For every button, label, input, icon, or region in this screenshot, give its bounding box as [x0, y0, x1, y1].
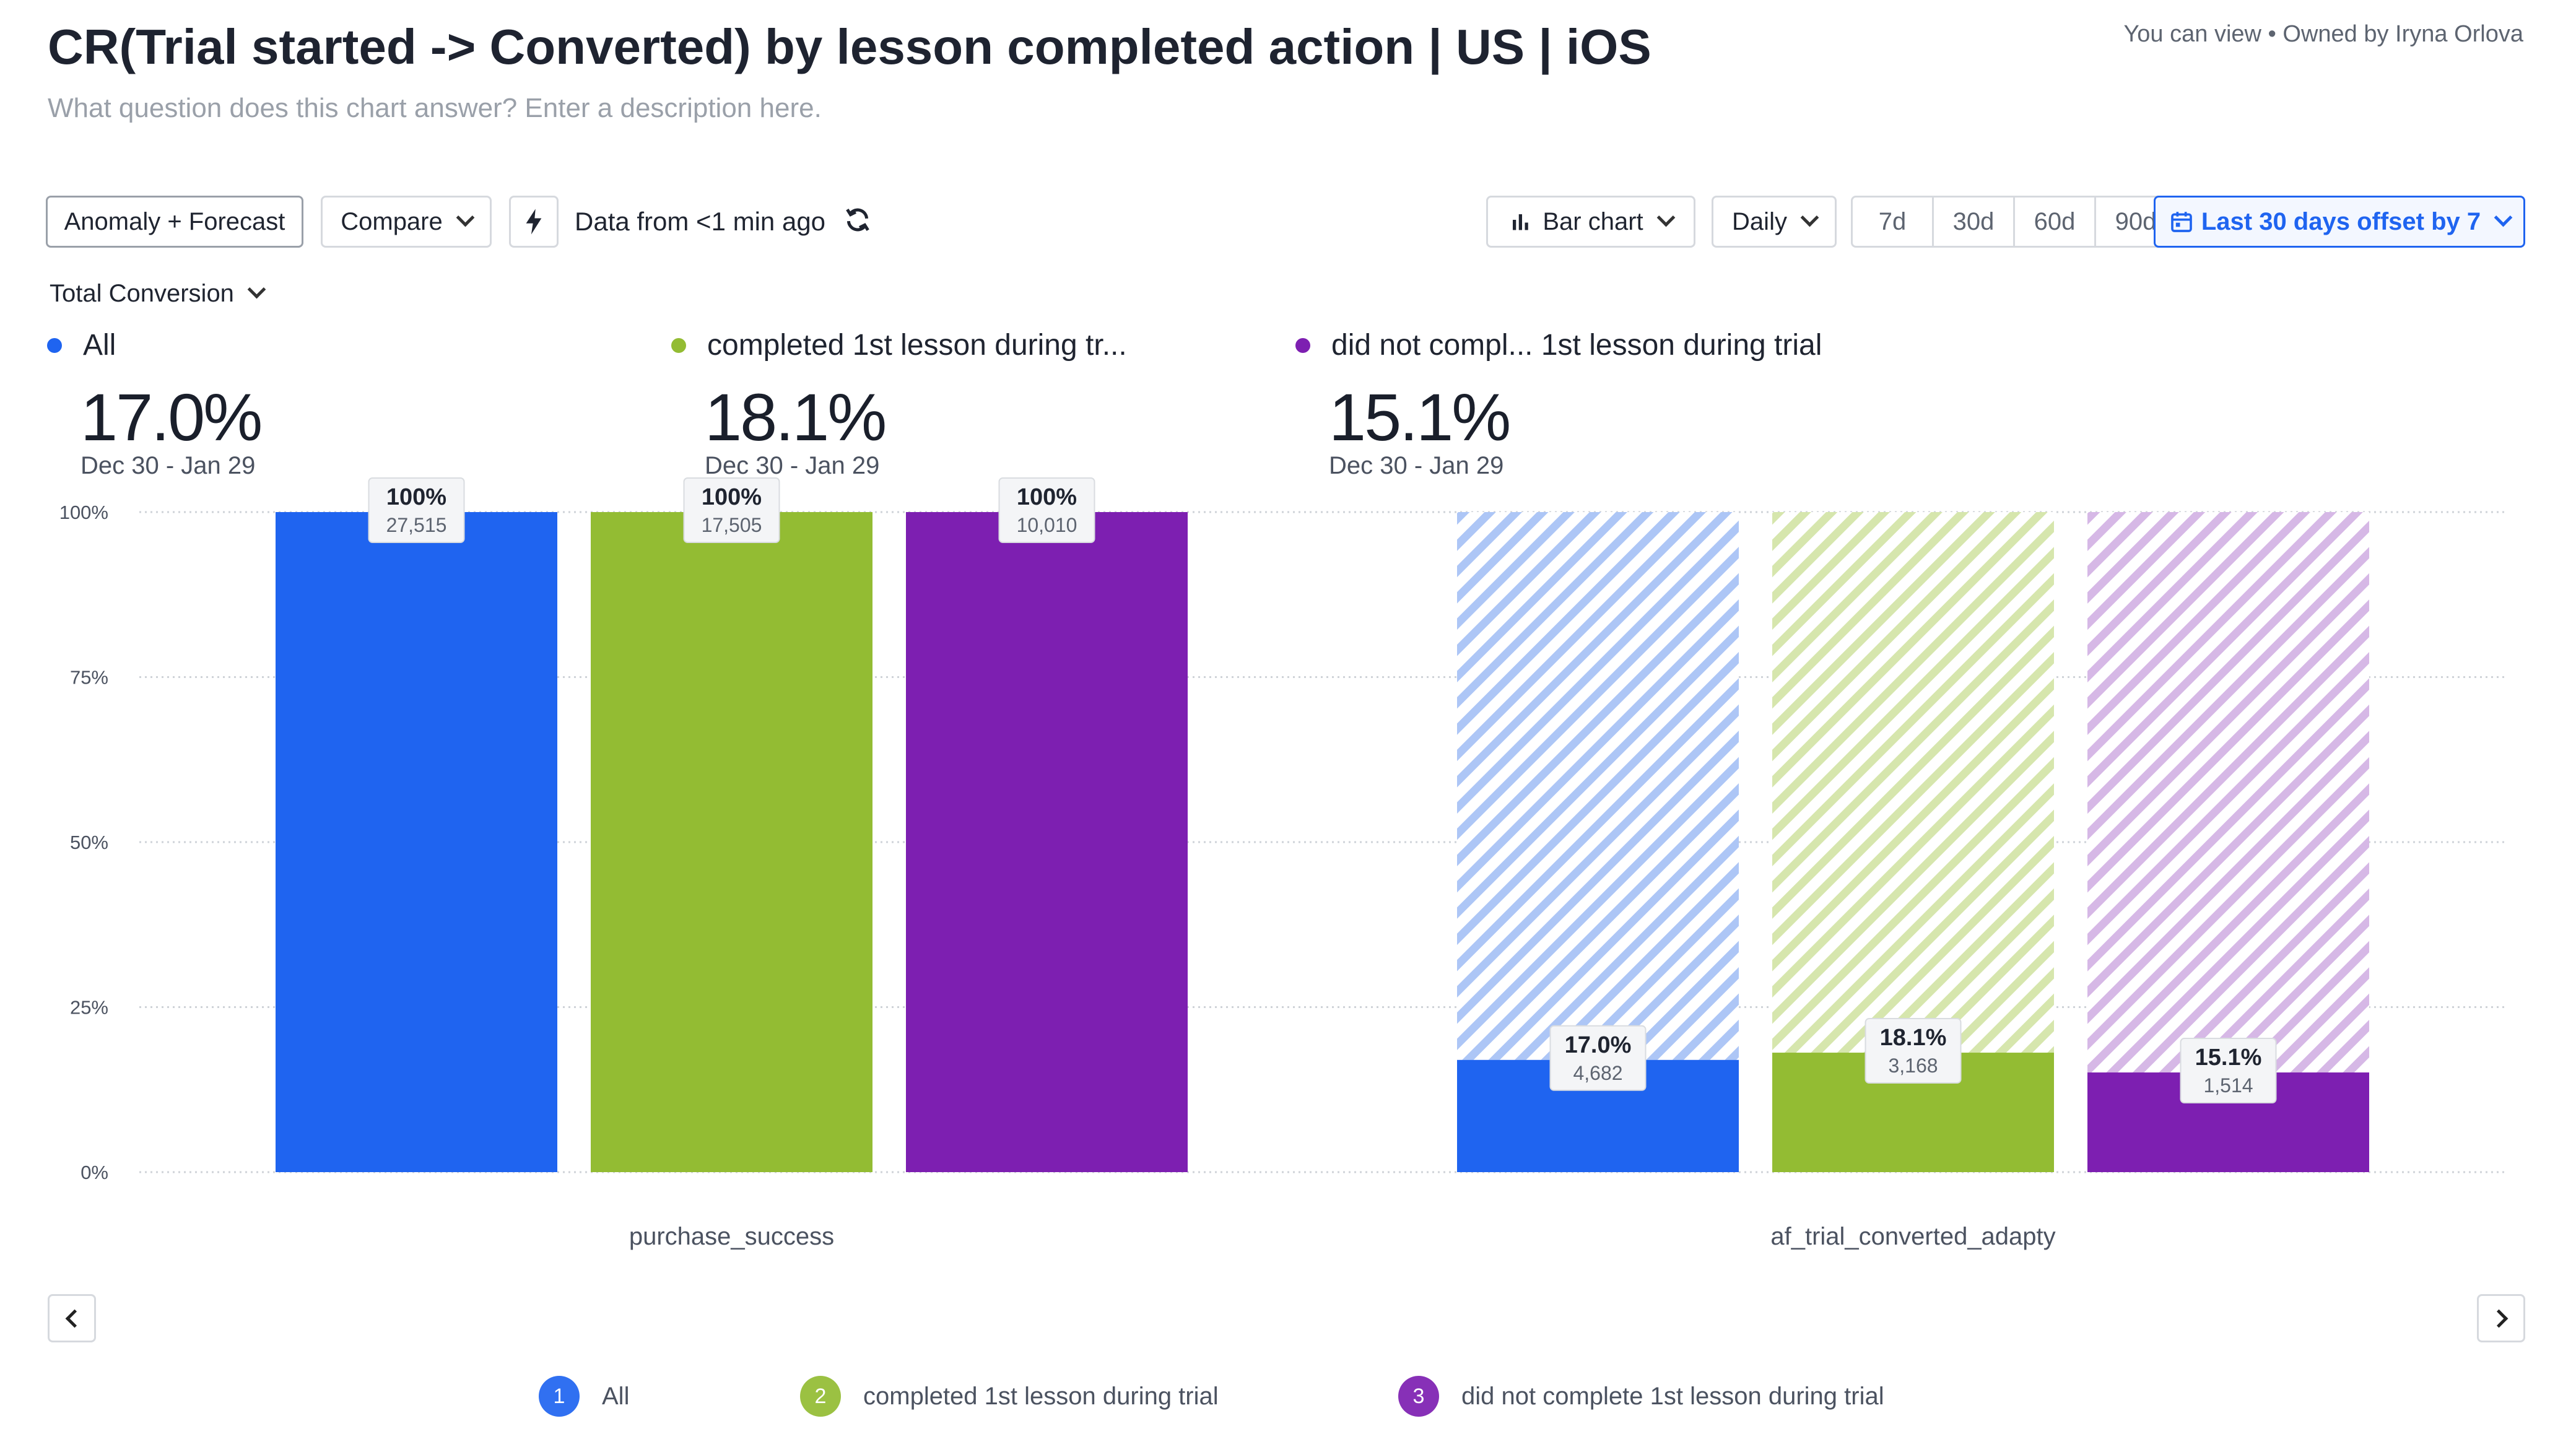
chart-type-dropdown[interactable]: Bar chart	[1486, 196, 1695, 248]
page-title: CR(Trial started -> Converted) by lesson…	[48, 19, 1651, 74]
legend-label: All	[602, 1382, 630, 1410]
chevron-left-icon	[65, 1309, 84, 1328]
y-tick-label: 75%	[70, 667, 108, 689]
x-category-label: purchase_success	[629, 1223, 834, 1250]
bar	[591, 512, 872, 1172]
y-tick-label: 25%	[70, 997, 108, 1019]
data-freshness: Data from <1 min ago	[575, 207, 826, 236]
refresh-icon	[846, 208, 869, 232]
data-label-count: 10,010	[1017, 514, 1077, 536]
anomaly-forecast-button[interactable]: Anomaly + Forecast	[46, 196, 303, 248]
summary-name: completed 1st lesson during tr...	[707, 329, 1127, 362]
legend-item-completed[interactable]: 2 completed 1st lesson during trial	[800, 1376, 1219, 1417]
summary-range: Dec 30 - Jan 29	[80, 452, 256, 479]
legend-badge: 2	[800, 1376, 841, 1417]
range-60d[interactable]: 60d	[2015, 198, 2096, 246]
summary-name: All	[83, 329, 116, 362]
data-label-count: 27,515	[386, 514, 447, 536]
data-label-value: 18.1%	[1880, 1025, 1947, 1051]
data-label-box	[1549, 1025, 1647, 1091]
range-90d[interactable]: 90d	[2115, 207, 2157, 235]
interval-dropdown[interactable]: Daily	[1712, 196, 1837, 248]
metric-selector-label: Total Conversion	[50, 280, 234, 307]
summary-all: All 17.0% Dec 30 - Jan 29	[47, 328, 263, 480]
data-label-value: 100%	[702, 484, 762, 510]
range-30d[interactable]: 30d	[1934, 198, 2015, 246]
date-range-dropdown[interactable]: Last 30 days offset by 7	[2154, 196, 2525, 248]
bar-remainder	[2087, 512, 2369, 1073]
y-tick-label: 50%	[70, 832, 108, 853]
data-label-count: 4,682	[1573, 1062, 1622, 1084]
data-label-box	[683, 477, 780, 543]
data-label-count: 3,168	[1888, 1054, 1938, 1077]
bar-chart-icon	[1513, 214, 1529, 230]
bar-remainder	[1457, 512, 1739, 1060]
date-range-label: Last 30 days offset by 7	[2201, 207, 2481, 235]
bar-remainder	[1772, 512, 2054, 1053]
metric-selector[interactable]: Total Conversion	[50, 280, 266, 308]
owner-info: You can view • Owned by Iryna Orlova	[2123, 21, 2523, 47]
data-label-value: 100%	[1017, 484, 1077, 510]
data-label-box	[998, 477, 1095, 543]
legend-badge: 1	[539, 1376, 580, 1417]
summary-completed: completed 1st lesson during tr... 18.1% …	[671, 328, 1127, 480]
series-dot-icon	[671, 337, 686, 353]
data-label-box	[2180, 1038, 2277, 1104]
legend-item-not-completed[interactable]: 3 did not complete 1st lesson during tri…	[1398, 1376, 1884, 1417]
x-category-label: af_trial_converted_adapty	[1770, 1223, 2055, 1250]
legend-label: did not complete 1st lesson during trial	[1461, 1382, 1884, 1410]
range-7d[interactable]: 7d	[1853, 198, 1934, 246]
chart-type-label: Bar chart	[1543, 207, 1643, 235]
data-label-value: 100%	[386, 484, 446, 510]
lightning-button[interactable]	[509, 196, 559, 248]
data-label-box	[368, 477, 465, 543]
interval-label: Daily	[1732, 207, 1787, 235]
data-label-count: 1,514	[2203, 1074, 2253, 1097]
data-label-box	[1865, 1018, 1962, 1084]
summary-name: did not compl... 1st lesson during trial	[1331, 329, 1822, 362]
summary-value: 15.1%	[1329, 380, 1511, 454]
legend-badge: 3	[1398, 1376, 1439, 1417]
lightning-icon	[526, 209, 542, 235]
refresh-button[interactable]	[842, 204, 873, 235]
summary-not-completed: did not compl... 1st lesson during trial…	[1295, 328, 1822, 480]
calendar-icon	[2171, 212, 2192, 232]
y-tick-label: 0%	[80, 1162, 108, 1183]
scroll-left-button[interactable]	[48, 1294, 96, 1342]
compare-button[interactable]: Compare	[321, 196, 492, 248]
legend-label: completed 1st lesson during trial	[863, 1382, 1219, 1410]
compare-label: Compare	[341, 207, 443, 235]
range-presets: 7d 30d 60d 90d	[1851, 196, 2177, 248]
bar	[276, 512, 557, 1172]
data-label-value: 17.0%	[1565, 1032, 1632, 1058]
summary-range: Dec 30 - Jan 29	[1329, 452, 1504, 479]
data-label-value: 15.1%	[2195, 1045, 2262, 1071]
legend-item-all[interactable]: 1 All	[539, 1376, 629, 1417]
summary-value: 17.0%	[80, 380, 263, 454]
y-tick-label: 100%	[59, 502, 108, 523]
conversion-bar-chart: 0% 25% 50% 75% 100% 100% 27,515 100% 17,505 100% 1…	[59, 477, 2508, 1250]
series-dot-icon	[47, 337, 62, 353]
data-label-count: 17,505	[702, 514, 762, 536]
chevron-right-icon	[2489, 1309, 2508, 1328]
anomaly-forecast-label: Anomaly + Forecast	[64, 207, 285, 235]
bar	[906, 512, 1188, 1172]
chart-description-input[interactable]: What question does this chart answer? En…	[48, 93, 822, 123]
summary-range: Dec 30 - Jan 29	[705, 452, 880, 479]
series-dot-icon	[1295, 337, 1310, 353]
summary-value: 18.1%	[705, 380, 887, 454]
scroll-right-button[interactable]	[2477, 1294, 2525, 1342]
